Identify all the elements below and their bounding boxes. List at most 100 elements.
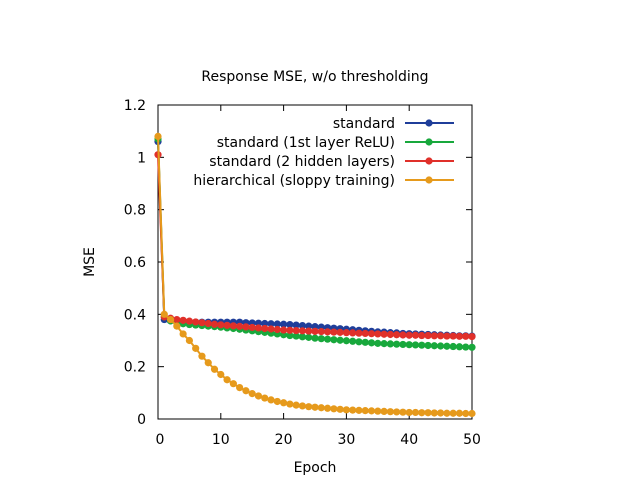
data-point (367, 330, 376, 338)
data-point (248, 323, 256, 332)
data-point (367, 407, 376, 415)
data-point (198, 319, 206, 327)
data-point (455, 332, 464, 340)
series-line (157, 138, 473, 349)
y-tick-label: 0.4 (124, 307, 146, 323)
data-point (204, 319, 212, 328)
data-point (261, 394, 269, 402)
data-point (286, 326, 294, 334)
data-point (154, 132, 162, 140)
data-point (468, 332, 476, 341)
data-point (242, 323, 250, 331)
data-point (323, 328, 332, 336)
data-point (336, 405, 344, 413)
data-point (317, 335, 325, 343)
data-point (411, 331, 420, 339)
data-point (217, 321, 225, 329)
data-point (204, 359, 212, 367)
y-tick-label: 1 (137, 150, 146, 166)
data-point (192, 318, 200, 326)
data-point (166, 315, 175, 324)
data-point (192, 344, 200, 352)
plot-frame (157, 104, 473, 420)
y-tick-label: 1.2 (124, 98, 146, 114)
data-point (430, 409, 438, 417)
data-point (405, 408, 413, 417)
x-axis-label: Epoch (294, 460, 337, 476)
data-point (173, 315, 181, 324)
x-tick-label: 0 (156, 432, 165, 448)
data-point (380, 330, 388, 338)
data-point (361, 338, 369, 346)
data-point (437, 409, 445, 417)
data-point (462, 409, 470, 418)
data-point (361, 329, 369, 338)
data-point (317, 404, 325, 412)
series-line (157, 141, 473, 338)
data-point (405, 331, 413, 339)
data-point (179, 330, 187, 338)
data-point (280, 326, 288, 334)
x-tick-label: 10 (212, 432, 230, 448)
data-point (305, 403, 313, 411)
data-point (443, 342, 451, 350)
x-axis: 0 10 20 30 40 50 (156, 105, 481, 448)
data-point (229, 322, 237, 330)
data-point (323, 404, 332, 412)
data-point (311, 403, 319, 411)
data-point (292, 401, 300, 409)
data-point (361, 407, 369, 415)
data-point (280, 399, 288, 407)
data-point (374, 339, 382, 347)
data-point (254, 392, 263, 400)
data-point (418, 409, 426, 417)
data-point (292, 321, 300, 329)
data-point (411, 408, 420, 417)
y-tick-label: 0.6 (124, 255, 146, 271)
data-point (455, 343, 464, 351)
data-point (349, 329, 357, 337)
data-point (305, 322, 313, 330)
data-point (160, 310, 168, 318)
legend-marker (425, 119, 433, 127)
data-point (210, 320, 219, 328)
data-point (298, 333, 307, 341)
data-point (236, 322, 244, 330)
data-point (286, 320, 294, 329)
data-point (210, 365, 219, 373)
legend: standard standard (1st layer ReLU) standar… (193, 116, 454, 189)
x-tick-label: 40 (400, 432, 418, 448)
data-point (462, 343, 470, 351)
legend-label: standard (2 hidden layers) (209, 154, 395, 170)
data-point (229, 380, 237, 388)
data-point (449, 342, 457, 351)
data-point (254, 324, 263, 332)
data-point (418, 331, 426, 340)
y-tick-label: 0.2 (124, 360, 146, 376)
plot-area: 0 10 20 30 40 50 00.20.40.60.811.2 standardst… (124, 98, 481, 448)
data-point (386, 408, 394, 416)
data-point (386, 330, 394, 339)
data-point (305, 333, 313, 341)
data-point (355, 329, 363, 337)
data-point (462, 332, 470, 340)
data-point (342, 406, 350, 414)
data-point (273, 325, 281, 334)
data-point (399, 340, 407, 349)
data-point (217, 370, 225, 379)
y-tick-label: 0.8 (124, 203, 146, 219)
legend-label: standard (1st layer ReLU) (217, 135, 395, 151)
data-point (393, 331, 401, 339)
data-point (374, 330, 382, 338)
y-tick-label: 0 (137, 412, 146, 428)
data-point (424, 341, 432, 350)
data-point (323, 335, 332, 343)
data-point (430, 342, 438, 350)
data-point (399, 331, 407, 339)
data-point (336, 328, 344, 336)
data-point (185, 317, 193, 325)
data-point (273, 397, 281, 406)
data-point (380, 340, 388, 348)
data-point (424, 409, 432, 417)
legend-marker (425, 138, 433, 146)
